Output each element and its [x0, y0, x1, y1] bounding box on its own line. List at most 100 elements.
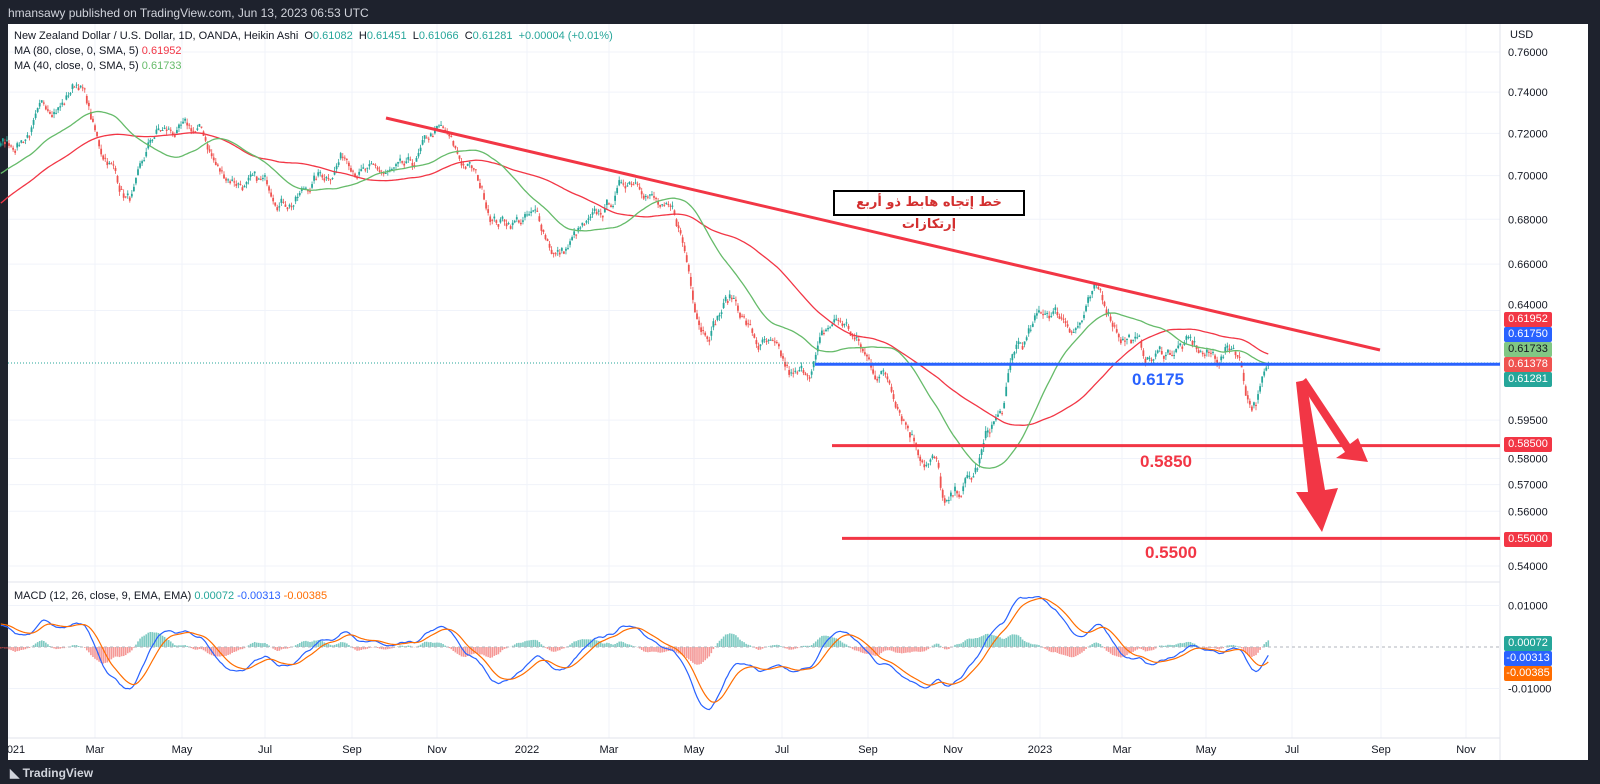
macd-hist-bar: [1230, 645, 1233, 647]
candle-body: [153, 137, 156, 139]
macd-hist-bar: [77, 646, 80, 647]
candle-body: [542, 229, 545, 233]
macd-hist-bar: [1054, 647, 1057, 653]
candle-body: [692, 290, 694, 300]
tradingview-brand[interactable]: ◣ TradingView: [0, 760, 1600, 784]
candle-body: [214, 161, 217, 165]
macd-hist-bar: [892, 647, 895, 652]
candle-body: [1048, 315, 1051, 319]
ma40-value: 0.61733: [141, 60, 182, 72]
candle-body: [548, 243, 551, 248]
candle-body: [345, 158, 348, 160]
candle-body: [274, 202, 277, 206]
candle-body: [266, 180, 268, 185]
macd-hist-bar: [769, 645, 772, 647]
macd-hist-bar: [49, 646, 51, 647]
macd-hist-bar: [346, 643, 348, 647]
macd-hist-bar: [563, 647, 565, 649]
trendline-annotation[interactable]: خط إتجاه هابط ذو أربع إرتكازات: [833, 190, 1025, 232]
candle-body: [327, 178, 330, 180]
macd-hist-bar: [497, 647, 500, 655]
macd-hist-bar: [202, 647, 205, 651]
time-tick-label: Nov: [427, 744, 447, 756]
macd-hist-bar: [1142, 647, 1145, 651]
candle-body: [603, 208, 606, 213]
macd-hist-bar: [640, 647, 643, 650]
macd-hist-bar: [679, 647, 682, 655]
candle-body: [606, 199, 608, 205]
candle-body: [145, 151, 148, 157]
candle-body: [411, 162, 414, 166]
macd-hist-bar: [1015, 634, 1018, 647]
candle-body: [1113, 325, 1116, 327]
candle-body: [405, 161, 408, 163]
candle-body: [438, 125, 440, 127]
candle-body: [642, 195, 645, 199]
macd-hist-bar: [937, 643, 940, 647]
candle-body: [1111, 322, 1114, 327]
macd-hist-bar: [282, 647, 285, 649]
macd-hist-bar: [167, 639, 170, 647]
ma80-legend[interactable]: MA (80, close, 0, SMA, 5) 0.61952: [14, 45, 182, 57]
macd-hist-bar: [18, 647, 21, 651]
candle-body: [491, 219, 494, 221]
candle-body: [1019, 342, 1022, 344]
macd-hist-bar: [743, 642, 745, 647]
candle-body: [726, 300, 729, 303]
candle-body: [931, 455, 934, 459]
macd-hist-bar: [24, 647, 27, 650]
ma40-legend[interactable]: MA (40, close, 0, SMA, 5) 0.61733: [14, 60, 182, 72]
candle-body: [313, 175, 315, 181]
candle-body: [972, 476, 975, 478]
candle-body: [1060, 317, 1063, 319]
candle-body: [348, 162, 350, 167]
macd-hist-bar: [333, 644, 336, 647]
candle-body: [1023, 341, 1026, 345]
macd-hist-bar: [917, 647, 919, 652]
macd-hist-bar: [1085, 647, 1087, 649]
macd-hist-bar: [886, 647, 889, 651]
macd-hist-bar: [745, 643, 747, 647]
macd-hist-bar: [182, 645, 184, 647]
candle-body: [104, 157, 107, 159]
candle-body: [554, 253, 557, 255]
level-label-0.6175[interactable]: 0.6175: [1132, 370, 1184, 389]
candle-body: [305, 187, 307, 189]
candle-body: [1007, 373, 1010, 383]
macd-legend[interactable]: MACD (12, 26, close, 9, EMA, EMA) 0.0007…: [14, 590, 327, 602]
candle-body: [57, 107, 60, 111]
macd-hist-bar: [923, 647, 926, 652]
candle-body: [986, 430, 989, 433]
macd-hist-bar: [180, 645, 182, 647]
macd-hist-bar: [425, 641, 428, 647]
price-tick-label: 0.64000: [1508, 299, 1548, 311]
macd-hist-bar: [837, 639, 840, 647]
candle-body: [765, 340, 768, 343]
candle-body: [778, 344, 780, 347]
macd-hist-bar: [714, 646, 717, 647]
macd-hist-bar: [620, 641, 623, 647]
candle-body: [1027, 328, 1030, 334]
candle-body: [165, 129, 168, 131]
macd-hist-bar: [1183, 642, 1186, 647]
candle-body: [1181, 346, 1184, 349]
candle-body: [976, 468, 979, 470]
candle-body: [1160, 351, 1163, 355]
macd-hist-bar: [700, 647, 702, 664]
level-label-0.5500[interactable]: 0.5500: [1145, 543, 1197, 562]
time-tick-label: Jul: [1285, 744, 1299, 756]
macd-hist-bar: [102, 647, 104, 664]
candle-body: [679, 230, 682, 234]
macd-hist-bar: [94, 647, 96, 659]
macd-hist-bar: [532, 639, 534, 647]
candle-body: [902, 419, 905, 421]
macd-hist-bar: [169, 641, 172, 647]
chart-frame[interactable]: [8, 24, 1588, 760]
candle-body: [722, 302, 725, 308]
level-label-0.5850[interactable]: 0.5850: [1140, 452, 1192, 471]
macd-hist-bar: [137, 641, 139, 647]
macd-hist-bar: [1218, 647, 1220, 650]
macd-hist-bar: [1042, 647, 1044, 648]
candle-body: [472, 168, 475, 170]
